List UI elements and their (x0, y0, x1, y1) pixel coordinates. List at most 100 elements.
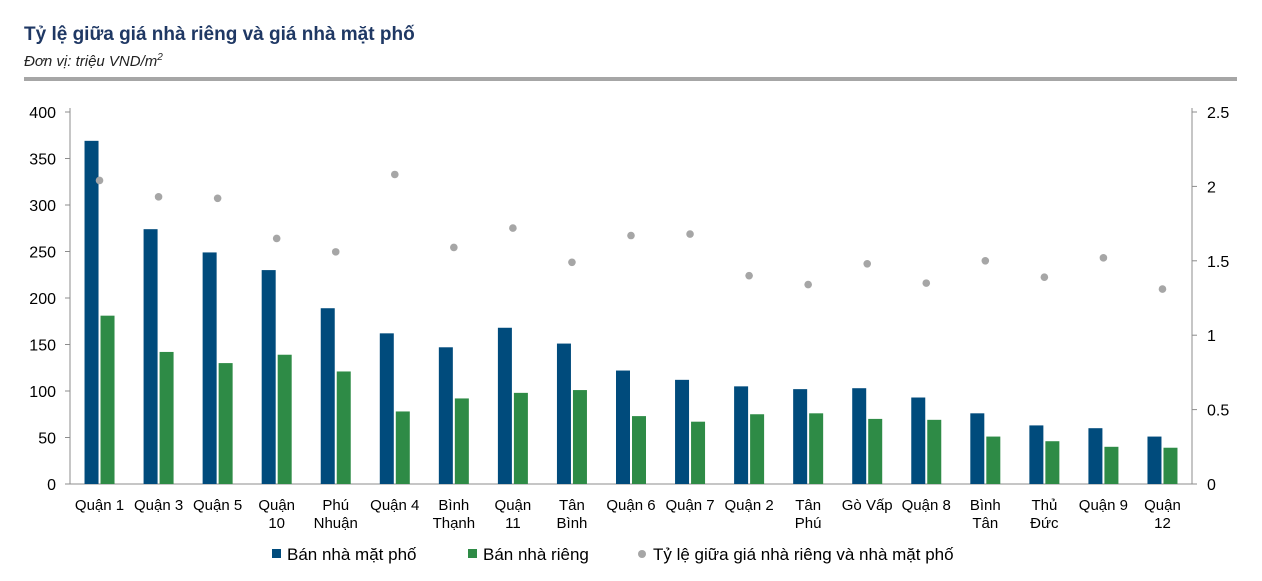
legend-street-swatch (272, 549, 281, 558)
bar-street (143, 229, 158, 484)
bar-street (261, 270, 276, 484)
category-label: Quận (258, 497, 295, 514)
bar-private (277, 354, 292, 484)
bar-private (809, 413, 824, 484)
category-label: Quận 8 (902, 497, 951, 514)
left-tick-label: 0 (47, 477, 56, 494)
bar-private (159, 351, 174, 484)
category-label: Quận 9 (1079, 497, 1128, 514)
ratio-point (922, 279, 931, 287)
bar-private (572, 390, 587, 484)
bar-private (454, 398, 469, 484)
ratio-point (804, 280, 812, 289)
bar-private (1045, 441, 1060, 484)
category-label: 10 (268, 515, 285, 532)
left-tick-label: 350 (29, 152, 56, 169)
right-tick-label: 0 (1207, 477, 1216, 494)
legend-ratio-swatch (638, 550, 646, 558)
bar-street (320, 308, 335, 484)
unit-label: Đơn vị: triệu VND/m (24, 53, 158, 70)
bar-street (556, 343, 571, 484)
category-label: Phú (795, 515, 822, 532)
legend-ratio-label: Tỷ lệ giữa giá nhà riêng và nhà mặt phố (653, 545, 954, 564)
category-label: Tân (559, 497, 585, 514)
bar-street (84, 140, 99, 484)
right-tick-label: 2 (1207, 179, 1216, 196)
ratio-point (331, 248, 340, 256)
bar-street (379, 333, 394, 484)
left-tick-label: 50 (38, 431, 56, 448)
ratio-point (272, 234, 281, 243)
bar-street (734, 386, 749, 484)
ratio-point (1040, 273, 1049, 281)
category-label: Quận 3 (134, 497, 183, 514)
right-tick-label: 1 (1207, 328, 1216, 345)
bar-street (438, 347, 453, 484)
left-tick-label: 150 (29, 338, 56, 355)
bar-private (218, 363, 233, 484)
category-label: Quận 6 (606, 497, 655, 514)
bar-private (927, 419, 942, 484)
legend-private-label: Bán nhà riêng (483, 545, 589, 564)
category-label: Bình (438, 497, 469, 514)
category-label: Quận 5 (193, 497, 242, 514)
ratio-point (981, 257, 990, 265)
bar-private (100, 315, 115, 484)
category-label: Gò Vấp (842, 497, 893, 514)
ratio-point (213, 194, 222, 203)
left-tick-label: 100 (29, 384, 56, 401)
bar-private (986, 436, 1001, 484)
legend-street-label: Bán nhà mặt phố (287, 545, 417, 564)
category-label: Tân (972, 515, 998, 532)
bar-private (632, 416, 646, 484)
ratio-point (686, 230, 694, 238)
category-label: Quận 1 (75, 497, 124, 514)
ratio-point (1099, 254, 1108, 262)
right-tick-label: 2.5 (1207, 105, 1229, 122)
category-label: 11 (505, 515, 521, 532)
category-label: Đức (1030, 515, 1059, 532)
title-divider (24, 77, 1237, 81)
ratio-point (390, 170, 399, 179)
bar-street (202, 252, 217, 484)
category-label: Thủ (1031, 497, 1057, 514)
bar-street (1088, 428, 1103, 484)
ratio-point (627, 231, 635, 240)
category-label: Quận 7 (665, 497, 714, 514)
ratio-point (1158, 285, 1167, 293)
category-label: Quận 4 (370, 497, 419, 514)
category-label: Quận (1144, 497, 1181, 514)
ratio-point (95, 176, 104, 185)
category-label: 12 (1154, 515, 1171, 532)
bar-street (911, 397, 926, 484)
legend-private-swatch (468, 549, 477, 558)
left-tick-label: 200 (29, 291, 56, 308)
bar-private (395, 411, 410, 484)
category-label: Thạnh (433, 515, 476, 532)
category-label: Quận (495, 497, 532, 514)
category-label: Nhuận (314, 515, 358, 532)
category-label: Tân (795, 497, 821, 514)
category-label: Bình (557, 515, 588, 532)
right-tick-label: 1.5 (1207, 254, 1229, 271)
chart-title: Tỷ lệ giữa giá nhà riêng và giá nhà mặt … (24, 24, 415, 45)
ratio-point (509, 224, 517, 232)
bar-street (1147, 436, 1162, 484)
bar-street (793, 389, 808, 484)
bar-private (691, 421, 706, 484)
bar-private (1104, 446, 1119, 484)
bar-private (336, 371, 351, 484)
left-tick-label: 300 (29, 198, 56, 215)
bar-street (852, 388, 867, 484)
bar-street (675, 379, 690, 484)
category-label: Bình (970, 497, 1001, 514)
chart-subtitle: Đơn vị: triệu VND/m2 (24, 52, 163, 70)
ratio-point (568, 258, 576, 267)
left-tick-label: 400 (29, 105, 56, 122)
bar-private (868, 418, 883, 484)
ratio-point (154, 193, 163, 201)
bar-street (616, 370, 630, 484)
bar-street (970, 413, 985, 484)
bar-private (750, 414, 765, 484)
